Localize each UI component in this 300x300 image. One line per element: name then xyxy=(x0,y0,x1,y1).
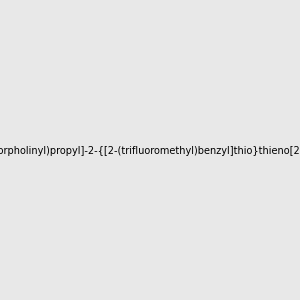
Text: 5,6-dimethyl-3-[3-(4-morpholinyl)propyl]-2-{[2-(trifluoromethyl)benzyl]thio}thie: 5,6-dimethyl-3-[3-(4-morpholinyl)propyl]… xyxy=(0,146,300,157)
